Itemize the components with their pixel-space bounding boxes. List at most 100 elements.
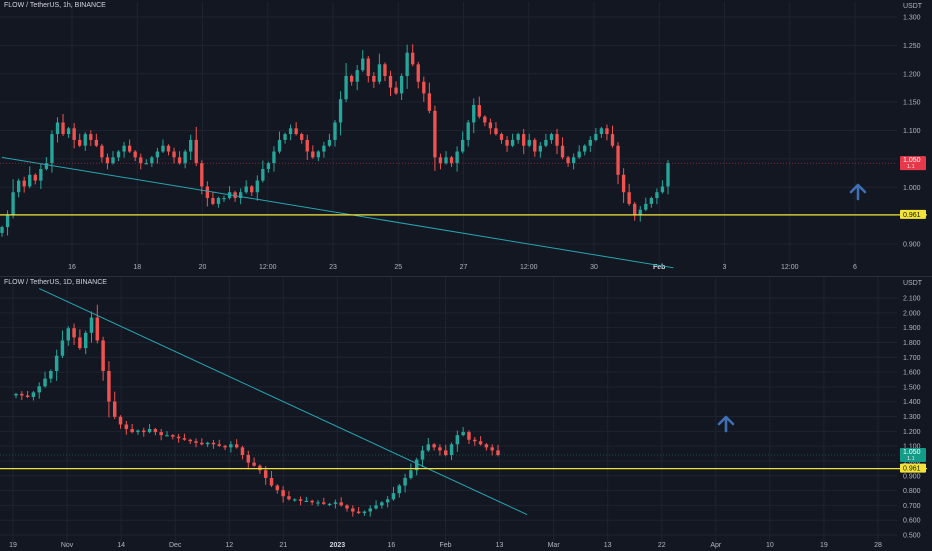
candle-body	[31, 392, 36, 397]
candle-body	[391, 493, 396, 500]
candle-body	[183, 151, 187, 164]
candle-body	[383, 64, 387, 76]
candle-body	[409, 470, 413, 478]
axis-unit-label: USDT	[903, 280, 923, 287]
candle-body	[133, 151, 137, 158]
y-tick-label: 1.600	[903, 370, 921, 377]
candle-body	[488, 122, 493, 129]
candle-body	[94, 139, 99, 146]
y-tick-label: 0.800	[903, 488, 921, 495]
candle-body	[240, 447, 245, 455]
candle-body	[467, 432, 471, 440]
candle-body	[397, 485, 402, 494]
candle-body	[338, 99, 343, 123]
candle-body	[66, 128, 71, 135]
candle-body	[366, 58, 370, 76]
candle-body	[627, 192, 631, 204]
y-tick-label: 1.100	[903, 444, 921, 451]
candle-body	[159, 432, 163, 436]
y-tick-label: 0.900	[903, 473, 921, 480]
candle-body	[527, 139, 531, 146]
candle-body	[666, 163, 670, 187]
candle-body	[610, 134, 615, 146]
y-tick-label: 1.500	[903, 384, 921, 391]
trendline	[1, 156, 674, 269]
candle-body	[388, 75, 393, 88]
x-tick-label: 16	[68, 264, 76, 271]
current-price-countdown: 1.1	[907, 456, 915, 462]
x-tick-label: 13	[604, 542, 612, 549]
candle-body	[283, 134, 287, 140]
candle-body	[438, 447, 442, 451]
candle-body	[14, 393, 18, 396]
candle-body	[22, 180, 26, 187]
candle-body	[111, 157, 115, 164]
candle-body	[44, 163, 49, 169]
candle-body	[362, 511, 367, 514]
candle-body	[222, 198, 226, 200]
candle-body	[644, 203, 648, 210]
current-price-text: 1.050	[903, 449, 921, 456]
candle-body	[394, 87, 398, 94]
candle-body	[322, 502, 326, 504]
candle-body	[147, 429, 152, 433]
candle-body	[533, 139, 537, 152]
support-price-text: 0.961	[903, 212, 921, 219]
candle-body	[194, 139, 198, 164]
candle-body	[83, 134, 87, 146]
candle-body	[316, 502, 320, 504]
candle-body	[443, 450, 448, 455]
candle-body	[311, 151, 315, 158]
candle-body	[171, 435, 175, 437]
up-arrow-icon	[717, 415, 735, 433]
candle-body	[599, 128, 604, 135]
candle-body	[549, 134, 554, 140]
candle-body	[538, 145, 543, 152]
candle-body	[150, 157, 154, 164]
trendline	[39, 288, 528, 516]
candle-body	[205, 186, 210, 199]
candle-body	[101, 340, 105, 371]
candle-body	[510, 139, 515, 146]
current-price-label	[900, 448, 926, 462]
candle-body	[105, 157, 110, 164]
candle-body	[66, 328, 71, 341]
candle-body	[144, 163, 148, 165]
candle-body	[426, 444, 431, 451]
candle-body	[166, 145, 171, 152]
hourly-chart-canvas[interactable]: 1.3001.2501.2001.1501.1001.0501.0000.950…	[0, 0, 932, 276]
y-tick-label: 1.700	[903, 355, 921, 362]
candle-body	[594, 134, 598, 140]
daily-chart-pane[interactable]: 2.100 2.000 1.900 1.800 1.700 1.600 1.500 1.400…	[0, 276, 932, 550]
daily-chart-canvas[interactable]: 2.100 2.000 1.900 1.800 1.700 1.600 1.500 1.400…	[0, 277, 932, 551]
candle-body	[211, 442, 216, 445]
x-tick-label: 6	[853, 264, 857, 271]
current-price-label	[900, 156, 926, 171]
candle-body	[473, 439, 477, 442]
x-tick-label: 12	[225, 542, 233, 549]
candle-body	[433, 110, 437, 158]
y-tick-label: 1.200	[903, 71, 921, 78]
candle-body	[176, 436, 181, 439]
x-tick-label: Mar	[548, 542, 561, 549]
candle-body	[555, 134, 559, 146]
candle-body	[60, 340, 65, 356]
candle-body	[588, 139, 592, 146]
candle-body	[72, 128, 76, 140]
candle-body	[377, 64, 382, 82]
candle-body	[356, 511, 361, 514]
candle-body	[244, 186, 248, 193]
candle-body	[660, 186, 665, 193]
candle-body	[11, 192, 15, 216]
candle-body	[72, 328, 76, 338]
candle-body	[16, 180, 21, 193]
candle-body	[100, 145, 104, 158]
candle-body	[310, 500, 314, 503]
candle-body	[472, 105, 476, 123]
candle-body	[300, 134, 304, 140]
candle-body	[130, 429, 134, 433]
y-tick-label: 0.900	[903, 242, 921, 249]
y-tick-label: 1.150	[903, 100, 921, 107]
x-tick-label: Feb	[439, 542, 451, 549]
hourly-chart-pane[interactable]: 1.3001.2501.2001.1501.1001.0501.0000.950…	[0, 0, 932, 276]
